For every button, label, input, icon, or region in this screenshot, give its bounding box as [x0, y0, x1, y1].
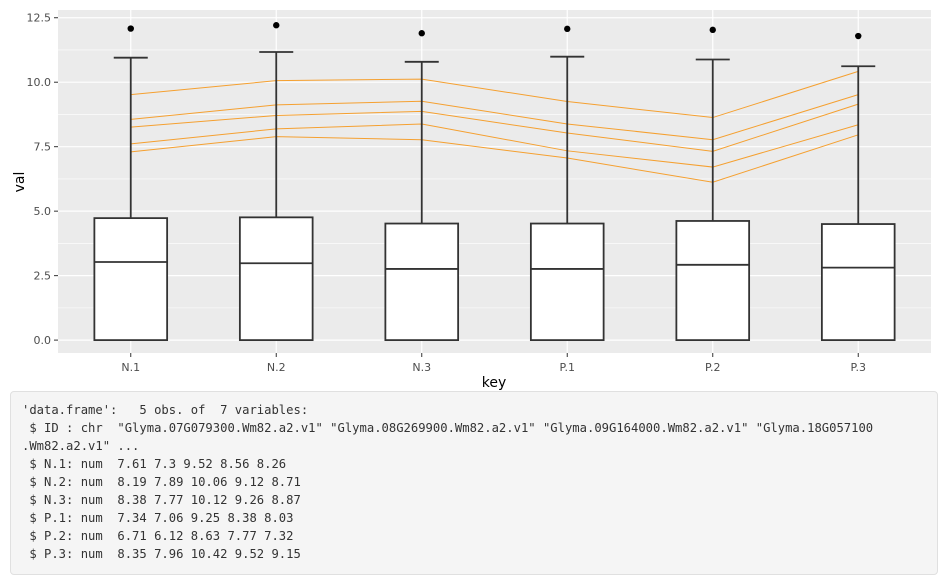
series-line-3: [130, 70, 859, 119]
y-axis-title: val: [12, 172, 28, 193]
console-line: 'data.frame': 5 obs. of 7 variables:: [22, 403, 309, 417]
y-tick-label: 12.5: [27, 12, 52, 25]
box-N.3: [384, 30, 460, 342]
y-tick-label: 7.5: [34, 141, 52, 154]
outlier-point: [418, 30, 425, 37]
boxplot-chart: 0.02.55.07.510.012.5 N.1 N.2 N.3 P.1 P.2 P.3 …: [12, 10, 931, 391]
y-tick-label: 0.0: [34, 334, 52, 347]
console-line: .Wm82.a2.v1" ...: [22, 439, 140, 453]
series-line-5: [130, 103, 859, 152]
console-line: $ N.1: num 7.61 7.3 9.52 8.56 8.26: [22, 457, 287, 471]
outlier-point: [564, 25, 571, 33]
y-tick-label: 5.0: [34, 205, 52, 218]
console-line: $ ID : chr "Glyma.07G079300.Wm82.a2.v1" …: [22, 421, 874, 435]
panel-background: [58, 10, 931, 353]
series-line-2: [130, 134, 859, 183]
box-P.2: [675, 26, 751, 342]
box-body: [675, 220, 751, 342]
outlier-point: [709, 26, 716, 34]
console-line: $ P.1: num 7.34 7.06 9.25 8.38 8.03: [22, 511, 294, 525]
x-axis: N.1 N.2 N.3 P.1 P.2 P.3: [121, 353, 866, 374]
x-tick-label: N.1: [121, 361, 140, 374]
expression-lines: [130, 70, 859, 183]
box-N.1: [93, 25, 169, 342]
outlier-point: [127, 25, 134, 32]
series-line-1: [130, 123, 859, 168]
x-tick-label: N.2: [267, 361, 286, 374]
box-N.2: [238, 22, 314, 342]
x-axis-title: key: [482, 375, 507, 391]
y-tick-label: 2.5: [34, 270, 52, 283]
boxes: [93, 22, 896, 342]
series-line-4: [130, 94, 859, 141]
box-P.1: [529, 25, 605, 342]
outlier-point: [273, 22, 280, 29]
x-tick-label: P.2: [705, 361, 720, 374]
console-line: $ P.3: num 8.35 7.96 10.42 9.52 9.15: [22, 547, 301, 561]
box-body: [384, 222, 460, 342]
x-tick-label: N.3: [412, 361, 431, 374]
box-P.3: [820, 32, 896, 342]
y-axis: 0.0 2.5 5.0 7.5 10.0 12.5: [27, 12, 58, 347]
box-body: [93, 217, 169, 342]
console-line: $ P.2: num 6.71 6.12 8.63 7.77 7.32: [22, 529, 294, 543]
x-tick-label: P.3: [851, 361, 866, 374]
console-line: $ N.2: num 8.19 7.89 10.06 9.12 8.71: [22, 475, 301, 489]
box-body: [529, 222, 605, 342]
box-body: [820, 223, 896, 342]
y-tick-label: 10.0: [27, 76, 52, 89]
box-body: [238, 216, 314, 342]
outlier-point: [855, 32, 862, 40]
console-output: 'data.frame': 5 obs. of 7 variables: $ I…: [10, 391, 938, 575]
x-tick-label: P.1: [560, 361, 575, 374]
console-line: $ N.3: num 8.38 7.77 10.12 9.26 8.87: [22, 493, 301, 507]
